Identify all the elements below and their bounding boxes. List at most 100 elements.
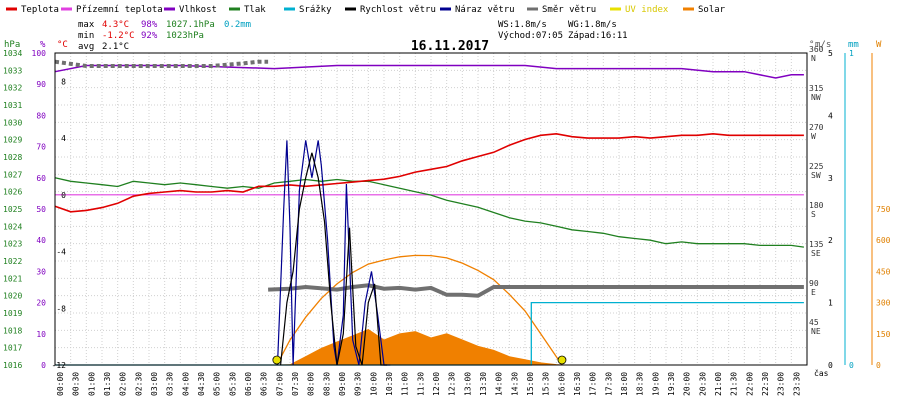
legend-label: Teplota [21, 5, 59, 15]
tick-w: 150 [876, 330, 891, 339]
stat-avg-temp: 2.1°C [102, 42, 129, 52]
tick-pct: 60 [36, 174, 46, 183]
axis-unit-w: W [876, 40, 882, 50]
tick-dir-name: E [811, 288, 816, 297]
stat-min-hum: 92% [141, 31, 158, 41]
tick-temp: -12 [52, 361, 67, 370]
tick-hpa: 1022 [3, 257, 22, 266]
tick-time: 10:00 [369, 372, 378, 396]
info-block: WS:1.8m/s WG:1.8m/s Východ:07:05 Západ:1… [498, 20, 628, 41]
tick-temp: 8 [61, 77, 66, 86]
tick-pct: 70 [36, 143, 46, 152]
tick-pct: 0 [41, 361, 46, 370]
tick-time: 07:30 [291, 372, 300, 396]
tick-time: 15:30 [542, 372, 551, 396]
tick-time: 19:30 [667, 372, 676, 396]
tick-ms: 1 [828, 299, 833, 308]
tick-dir-deg: 360 [809, 45, 824, 54]
stat-max-label: max [78, 20, 95, 30]
tick-w: 300 [876, 299, 891, 308]
tick-time: 10:30 [385, 372, 394, 396]
tick-dir-name: S [811, 210, 816, 219]
wind-speed-line [280, 152, 388, 366]
tick-ms: 4 [828, 111, 833, 120]
tick-dir-name: N [811, 54, 816, 63]
tick-dir-deg: 45 [809, 318, 819, 327]
tick-w: 450 [876, 267, 891, 276]
legend-label: UV index [625, 5, 669, 15]
legend-label: Tlak [244, 5, 266, 15]
tick-temp: 0 [61, 191, 66, 200]
info-ws: WS:1.8m/s [498, 20, 547, 30]
tick-pct: 20 [36, 299, 46, 308]
tick-time: 17:00 [589, 372, 598, 396]
tick-w: 750 [876, 205, 891, 214]
tick-ms: 2 [828, 236, 833, 245]
axis-unit-mm: mm [848, 40, 859, 50]
tick-pct: 100 [32, 49, 47, 58]
tick-hpa: 1028 [3, 153, 22, 162]
tick-hpa: 1030 [3, 118, 22, 127]
tick-time: 08:00 [307, 372, 316, 396]
tick-time: 20:00 [683, 372, 692, 396]
tick-time: 01:30 [103, 372, 112, 396]
tick-w: 0 [876, 361, 881, 370]
tick-time: 04:30 [197, 372, 206, 396]
tick-time: 02:30 [134, 372, 143, 396]
tick-time: 21:30 [730, 372, 739, 396]
tick-time: 14:30 [510, 372, 519, 396]
tick-time: 16:30 [573, 372, 582, 396]
tick-time: 17:30 [604, 372, 613, 396]
tick-hpa: 1031 [3, 101, 22, 110]
tick-time: 11:30 [416, 372, 425, 396]
tick-hpa: 1025 [3, 205, 22, 214]
tick-hpa: 1034 [3, 49, 22, 58]
tick-dir-deg: 135 [809, 240, 824, 249]
tick-time: 16:00 [557, 372, 566, 396]
solar-series [276, 254, 563, 366]
tick-time: 03:00 [150, 372, 159, 396]
plot-border [54, 52, 808, 366]
tick-time: 23:30 [792, 372, 801, 396]
legend: Teplota Přízemní teplota Vlhkost Tlak Srážky… [6, 5, 726, 15]
temperature-series [54, 132, 804, 213]
tick-time: 15:00 [526, 372, 535, 396]
tick-time: 07:00 [275, 372, 284, 396]
tick-hpa: 1024 [3, 222, 22, 231]
axis-time-label: čas [814, 368, 829, 378]
tick-time: 06:00 [244, 372, 253, 396]
axis-unit-temp: °C [57, 40, 68, 50]
info-sunrise: Východ:07:05 [498, 31, 563, 41]
tick-mm: 0 [849, 361, 854, 370]
wind-direction-day [268, 283, 804, 298]
sun-marker [557, 355, 567, 365]
stats-block: max 4.3°C 98% 1027.1hPa 0.2mm min -1.2°C… [78, 20, 251, 52]
tick-time: 21:00 [714, 372, 723, 396]
axis-unit-pct: % [40, 40, 46, 50]
legend-label: Rychlost větru [360, 5, 436, 15]
tick-time: 20:30 [698, 372, 707, 396]
legend-label: Přízemní teplota [76, 5, 163, 15]
axis-unit-ms: m/s [815, 40, 831, 50]
tick-dir-name: SW [811, 171, 821, 180]
tick-dir-deg: 90 [809, 279, 819, 288]
tick-time: 05:00 [213, 372, 222, 396]
tick-hpa: 1019 [3, 309, 22, 318]
tick-time: 13:00 [463, 372, 472, 396]
solar-theoretical-line [276, 254, 563, 366]
tick-time: 05:30 [228, 372, 237, 396]
tick-temp: -8 [56, 304, 66, 313]
wind-gust-line [276, 140, 391, 366]
tick-time: 09:00 [338, 372, 347, 396]
stat-min-label: min [78, 31, 94, 41]
tick-pct: 90 [36, 80, 46, 89]
grid [54, 52, 808, 366]
legend-label: Náraz větru [455, 5, 515, 15]
info-wg: WG:1.8m/s [568, 20, 617, 30]
sun-marker [272, 355, 282, 365]
tick-dir-deg: 180 [809, 201, 824, 210]
legend-label: Vlhkost [179, 5, 217, 15]
tick-dir-deg: 315 [809, 84, 824, 93]
tick-time: 00:30 [72, 372, 81, 396]
